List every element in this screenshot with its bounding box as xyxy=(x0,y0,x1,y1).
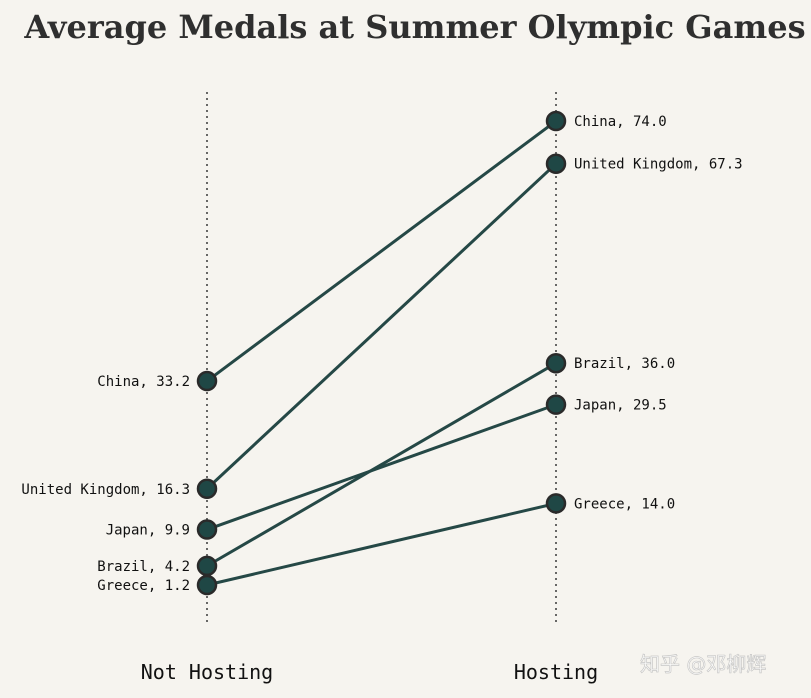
series-line-brazil xyxy=(206,361,557,568)
series-line-japan xyxy=(206,403,557,531)
point-greece-hosting xyxy=(545,493,567,514)
series-line-greece xyxy=(206,501,557,587)
chart-title: Average Medals at Summer Olympic Games xyxy=(23,8,805,46)
watermark: 知乎 @邓柳辉 xyxy=(640,652,766,676)
point-greece-not-hosting xyxy=(196,574,218,596)
category-label-not-hosting: Not Hosting xyxy=(141,660,273,684)
label-united-kingdom-hosting: United Kingdom, 67.3 xyxy=(574,157,743,173)
label-japan-hosting: Japan, 29.5 xyxy=(574,398,667,414)
labels-layer: China, 33.2 China, 74.0 United Kingdom, 16… xyxy=(21,114,742,594)
label-china-not-hosting: China, 33.2 xyxy=(97,374,190,390)
series-line-united-kingdom xyxy=(205,162,558,490)
points-layer xyxy=(196,110,567,596)
point-united-kingdom-not-hosting xyxy=(196,478,218,500)
point-brazil-not-hosting xyxy=(196,555,218,577)
label-brazil-not-hosting: Brazil, 4.2 xyxy=(97,559,190,575)
series-line-china xyxy=(206,119,557,383)
point-japan-not-hosting xyxy=(196,519,218,540)
category-label-hosting: Hosting xyxy=(514,660,598,684)
lines-layer xyxy=(205,119,558,587)
point-japan-hosting xyxy=(545,394,567,415)
point-china-hosting xyxy=(545,110,567,132)
label-greece-hosting: Greece, 14.0 xyxy=(574,496,675,512)
point-china-not-hosting xyxy=(196,370,218,392)
label-united-kingdom-not-hosting: United Kingdom, 16.3 xyxy=(21,482,190,498)
label-greece-not-hosting: Greece, 1.2 xyxy=(97,578,190,594)
label-china-hosting: China, 74.0 xyxy=(574,114,667,130)
label-brazil-hosting: Brazil, 36.0 xyxy=(574,356,675,372)
label-japan-not-hosting: Japan, 9.9 xyxy=(106,523,190,539)
point-brazil-hosting xyxy=(545,352,567,374)
point-united-kingdom-hosting xyxy=(545,153,567,174)
